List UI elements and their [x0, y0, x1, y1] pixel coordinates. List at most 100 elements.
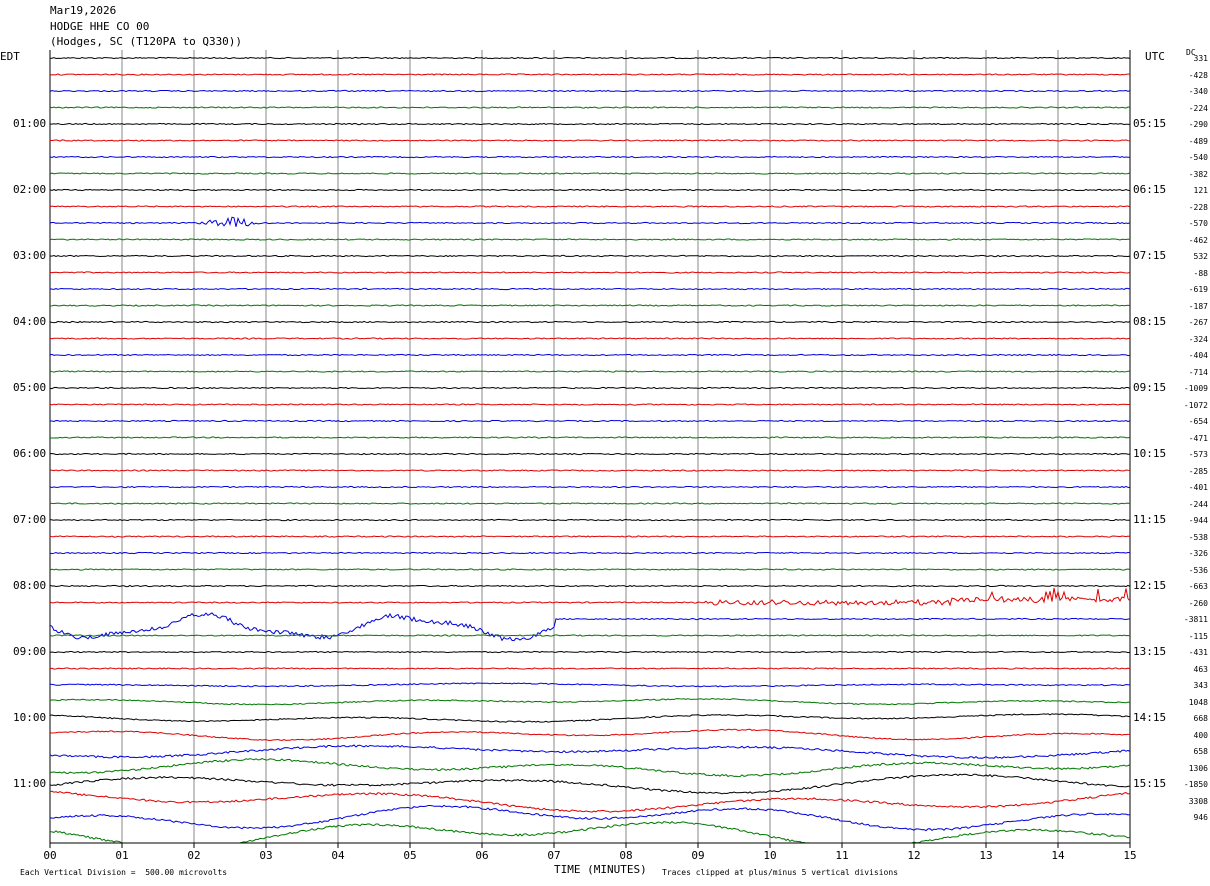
- trace-row-9: [49, 205, 1131, 208]
- dc-header-label: DC: [1186, 48, 1196, 57]
- trace-row-46: [49, 804, 1131, 832]
- trace-row-4: [49, 122, 1131, 126]
- trace-row-35: [49, 634, 1131, 637]
- x-tick-label: 06: [475, 849, 488, 862]
- dc-offset-label: 121: [1193, 186, 1208, 195]
- dc-offset-label: 400: [1193, 730, 1208, 740]
- trace-row-44: [49, 773, 1131, 795]
- trace-row-12: [49, 254, 1131, 258]
- trace-row-34: [49, 612, 1131, 642]
- station-label: HODGE HHE CO 00: [50, 20, 150, 33]
- right-hour-label: 06:15: [1133, 183, 1167, 196]
- trace-row-2: [49, 89, 1131, 93]
- trace-row-21: [49, 403, 1131, 406]
- trace-row-41: [49, 728, 1131, 742]
- trace-row-7: [49, 172, 1131, 175]
- x-tick-label: 09: [691, 849, 704, 862]
- dc-offset-label: -536: [1188, 565, 1208, 575]
- trace-row-37: [49, 667, 1131, 670]
- right-hour-label: 09:15: [1133, 381, 1167, 394]
- location-label: (Hodges, SC (T120PA to Q330)): [50, 35, 243, 48]
- trace-row-23: [49, 436, 1131, 439]
- x-tick-label: 05: [403, 849, 416, 862]
- left-hour-label: 01:00: [13, 117, 47, 130]
- x-tick-label: 04: [331, 849, 345, 862]
- dc-offset-label: -538: [1188, 532, 1208, 542]
- dc-offset-label: -1009: [1183, 384, 1208, 393]
- x-tick-label: 08: [619, 849, 632, 862]
- trace-row-26: [49, 485, 1131, 489]
- right-hour-label: 13:15: [1133, 645, 1167, 658]
- dc-offset-label: -224: [1188, 103, 1208, 113]
- right-hour-label: 05:15: [1133, 117, 1167, 130]
- dc-offset-label: -285: [1188, 466, 1208, 476]
- trace-row-1: [49, 73, 1131, 76]
- trace-row-43: [49, 758, 1131, 778]
- dc-offset-label: 532: [1193, 252, 1208, 261]
- left-hour-label: 11:00: [13, 777, 47, 790]
- x-tick-label: 03: [259, 849, 272, 862]
- utc-zone-label: UTC: [1145, 50, 1165, 63]
- left-hour-label: 10:00: [13, 711, 47, 724]
- dc-offset-label: -401: [1188, 483, 1208, 492]
- trace-row-47: [49, 820, 1131, 844]
- trace-group: [49, 56, 1131, 844]
- dc-offset-label: -228: [1188, 202, 1208, 212]
- clip-note: Traces clipped at plus/minus 5 vertical …: [662, 868, 899, 877]
- left-hour-label: 02:00: [13, 183, 47, 196]
- dc-offset-label: 463: [1193, 664, 1208, 674]
- trace-row-3: [49, 106, 1131, 109]
- right-hour-label: 15:15: [1133, 777, 1167, 790]
- dc-offset-label: 3308: [1188, 796, 1208, 806]
- dc-offset-label: -88: [1193, 268, 1208, 278]
- dc-offset-label: -944: [1188, 516, 1208, 525]
- dc-offset-label: 946: [1193, 813, 1208, 822]
- trace-row-0: [50, 56, 1131, 60]
- trace-row-38: [49, 682, 1131, 688]
- dc-offset-label: -462: [1188, 235, 1208, 245]
- trace-row-8: [49, 188, 1131, 192]
- left-hour-label: 08:00: [13, 579, 47, 592]
- dc-offset-label: -187: [1188, 301, 1208, 311]
- trace-row-16: [49, 320, 1131, 324]
- dc-offset-label: -570: [1188, 219, 1208, 228]
- trace-row-40: [49, 713, 1131, 723]
- x-tick-label: 10: [763, 849, 776, 862]
- x-tick-label: 07: [547, 849, 560, 862]
- dc-offset-label: 343: [1193, 681, 1208, 690]
- left-hour-label: 09:00: [13, 645, 47, 658]
- trace-row-31: [49, 568, 1131, 571]
- dc-offset-label: -244: [1188, 499, 1208, 509]
- x-tick-label: 15: [1123, 849, 1136, 862]
- dc-offset-label: -714: [1188, 367, 1208, 377]
- trace-row-24: [49, 452, 1131, 456]
- dc-offset-label: -382: [1188, 169, 1208, 179]
- dc-offset-label: -431: [1188, 648, 1208, 657]
- trace-row-32: [49, 584, 1131, 588]
- trace-row-18: [49, 353, 1131, 357]
- dc-offset-label: -1072: [1183, 400, 1208, 410]
- x-tick-label: 13: [979, 849, 992, 862]
- left-hour-label: 03:00: [13, 249, 47, 262]
- trace-row-25: [49, 469, 1131, 472]
- left-hour-label: 05:00: [13, 381, 47, 394]
- dc-offset-label: -326: [1188, 549, 1208, 558]
- dc-offset-label: -115: [1188, 631, 1208, 641]
- right-hour-label: 12:15: [1133, 579, 1167, 592]
- right-hour-label: 14:15: [1133, 711, 1167, 724]
- trace-row-14: [49, 287, 1131, 291]
- trace-row-20: [49, 386, 1131, 390]
- trace-row-11: [49, 238, 1131, 241]
- dc-offset-label: -619: [1188, 285, 1208, 294]
- dc-offset-label: -428: [1188, 70, 1208, 80]
- right-hour-label: 11:15: [1133, 513, 1167, 526]
- x-tick-label: 01: [115, 849, 128, 862]
- minute-grid: [49, 50, 1131, 843]
- scale-note: Each Vertical Division = 500.00 microvol…: [20, 868, 228, 877]
- left-hour-label: 04:00: [13, 315, 47, 328]
- x-tick-label: 14: [1051, 849, 1065, 862]
- edt-zone-label: EDT: [0, 50, 20, 63]
- left-hour-label: 07:00: [13, 513, 47, 526]
- dc-offset-label: -290: [1188, 120, 1208, 129]
- dc-offset-label: -489: [1188, 136, 1208, 146]
